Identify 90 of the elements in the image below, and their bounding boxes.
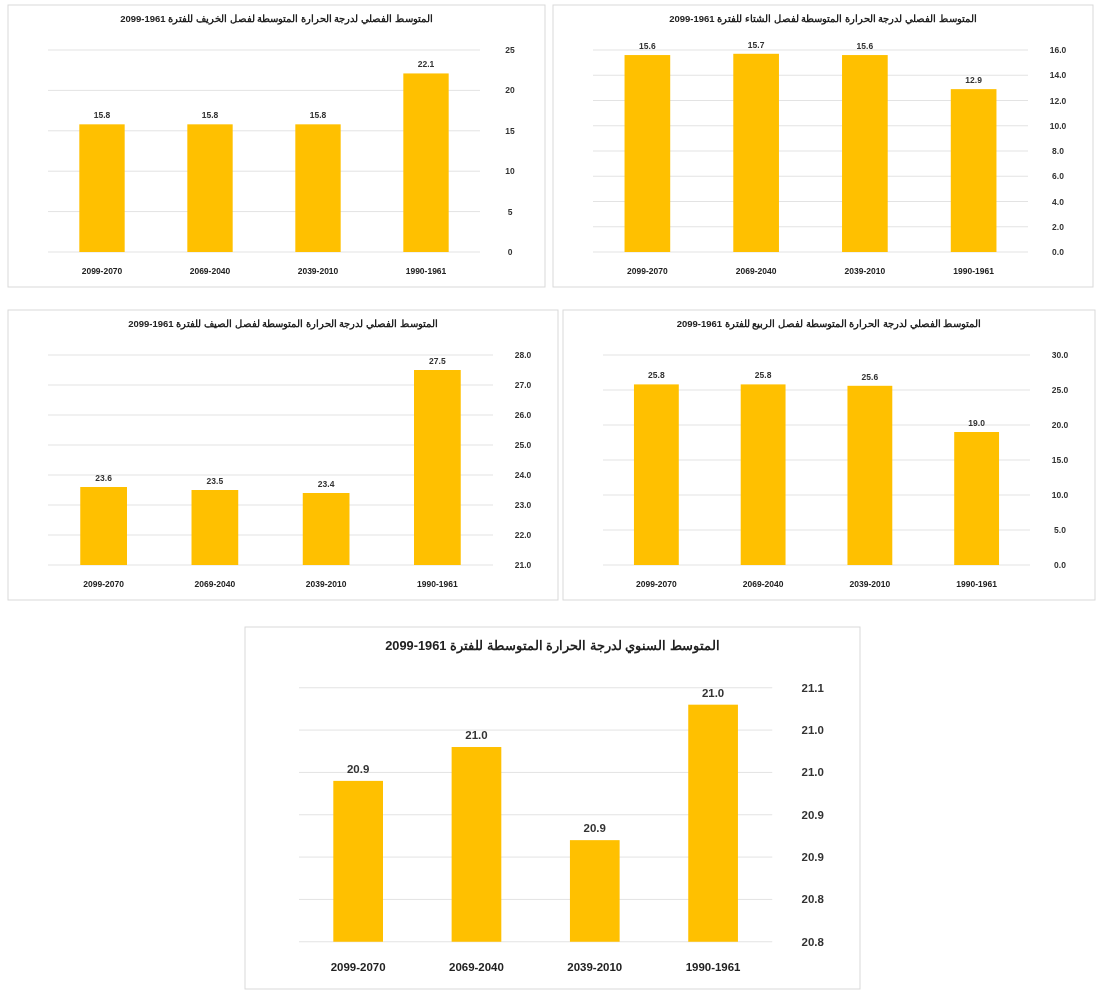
data-label: 15.6 — [639, 41, 656, 52]
x-tick-label: 2069-2040 — [189, 266, 231, 276]
y-tick-label: 0.0 — [1052, 247, 1065, 257]
data-label: 21.0 — [465, 728, 488, 741]
x-tick-label: 2039-2010 — [844, 266, 886, 276]
y-tick-label: 21.1 — [801, 681, 825, 694]
bar — [740, 384, 786, 565]
x-tick-label: 1990-1961 — [956, 579, 998, 589]
data-label: 15.8 — [309, 110, 327, 121]
y-tick-label: 22.0 — [514, 530, 532, 540]
y-tick-label: 30.0 — [1051, 350, 1069, 360]
x-tick-label: 1990-1961 — [405, 266, 447, 276]
y-tick-label: 14.0 — [1049, 70, 1067, 81]
data-label: 23.4 — [317, 479, 335, 489]
data-label: 25.6 — [861, 371, 879, 382]
y-tick-label: 6.0 — [1052, 171, 1065, 182]
x-tick-label: 2099-2070 — [330, 961, 386, 974]
x-tick-label: 2069-2040 — [735, 266, 777, 276]
y-tick-label: 10.0 — [1051, 490, 1069, 500]
y-tick-label: 20.8 — [801, 893, 825, 906]
y-tick-label: 20.8 — [801, 935, 825, 948]
y-tick-label: 23.0 — [514, 500, 532, 510]
y-tick-label: 20.9 — [801, 851, 824, 864]
bar — [950, 89, 997, 252]
x-tick-label: 2099-2070 — [636, 579, 677, 589]
x-tick-label: 2039-2010 — [849, 579, 891, 589]
data-label: 15.8 — [201, 110, 219, 121]
data-label: 20.9 — [583, 822, 606, 835]
y-tick-label: 21.0 — [801, 724, 824, 737]
data-label: 25.8 — [648, 370, 665, 381]
x-tick-label: 2069-2040 — [449, 961, 504, 974]
y-tick-label: 21.0 — [514, 560, 532, 570]
data-label: 19.0 — [968, 418, 986, 428]
bar — [633, 384, 679, 565]
y-tick-label: 8.0 — [1052, 146, 1065, 156]
data-label: 23.5 — [206, 476, 224, 486]
y-tick-label: 10.0 — [1049, 120, 1067, 131]
y-tick-label: 27.0 — [514, 380, 532, 390]
data-label: 23.6 — [95, 473, 113, 483]
y-tick-label: 25.0 — [1051, 385, 1069, 395]
y-tick-label: 16.0 — [1049, 45, 1067, 55]
y-tick-label: 20.0 — [1051, 420, 1069, 430]
data-label: 15.7 — [747, 39, 765, 50]
y-tick-label: 20.9 — [801, 808, 824, 821]
y-tick-label: 20 — [505, 85, 515, 96]
x-tick-label: 2039-2010 — [567, 961, 623, 974]
y-tick-label: 24.0 — [514, 470, 532, 480]
data-label: 20.9 — [346, 762, 370, 775]
data-label: 25.8 — [754, 370, 772, 381]
chart-title: المتوسط الفصلي لدرجة الحرارة المتوسطة لفصل الخريف للفترة 1961-2099 — [119, 13, 434, 24]
y-tick-label: 25.0 — [514, 440, 532, 450]
bar — [842, 55, 888, 252]
x-tick-label: 1990-1961 — [417, 579, 458, 589]
x-tick-label: 2099-2070 — [627, 266, 668, 276]
y-tick-label: 2.0 — [1052, 221, 1065, 232]
x-tick-label: 2039-2010 — [297, 266, 339, 276]
data-label: 27.5 — [429, 356, 446, 366]
x-tick-label: 2069-2040 — [194, 579, 236, 589]
chart-title: المتوسط السنوي لدرجة الحرارة المتوسطة للفترة 1961-2099 — [384, 637, 721, 653]
x-tick-label: 1990-1961 — [953, 266, 995, 276]
chart-title: المتوسط الفصلي لدرجة الحرارة المتوسطة لفصل الربيع للفترة 1961-2099 — [675, 318, 983, 329]
y-tick-label: 0.0 — [1054, 560, 1067, 570]
y-tick-label: 0 — [507, 247, 513, 257]
y-tick-label: 21.0 — [801, 766, 824, 779]
chart-title: المتوسط الفصلي لدرجة الحرارة المتوسطة لفصل الصيف للفترة 1961-2099 — [127, 318, 439, 329]
y-tick-label: 25 — [505, 45, 515, 55]
y-tick-label: 15.0 — [1051, 455, 1069, 465]
y-tick-label: 5 — [507, 206, 513, 217]
bar — [624, 55, 671, 252]
y-tick-label: 10 — [505, 166, 515, 177]
data-label: 15.6 — [856, 41, 874, 52]
data-label: 15.8 — [93, 110, 111, 121]
y-tick-label: 5.0 — [1054, 525, 1067, 535]
y-tick-label: 26.0 — [514, 410, 532, 420]
y-tick-label: 12.0 — [1049, 95, 1067, 106]
data-label: 12.9 — [965, 75, 983, 86]
data-label: 22.1 — [417, 59, 435, 70]
y-tick-label: 4.0 — [1052, 196, 1065, 207]
chart-title: المتوسط الفصلي لدرجة الحرارة المتوسطة لفصل الشتاء للفترة 1961-2099 — [668, 13, 978, 24]
y-tick-label: 28.0 — [514, 350, 532, 360]
y-tick-label: 15 — [505, 125, 515, 136]
bar — [847, 385, 893, 565]
x-tick-label: 2099-2070 — [83, 579, 125, 589]
data-label: 21.0 — [701, 686, 725, 699]
x-tick-label: 1990-1961 — [685, 961, 742, 974]
bar — [954, 432, 1000, 565]
x-tick-label: 2099-2070 — [81, 266, 123, 276]
x-tick-label: 2039-2010 — [305, 579, 347, 589]
bar — [733, 53, 779, 252]
x-tick-label: 2069-2040 — [742, 579, 784, 589]
